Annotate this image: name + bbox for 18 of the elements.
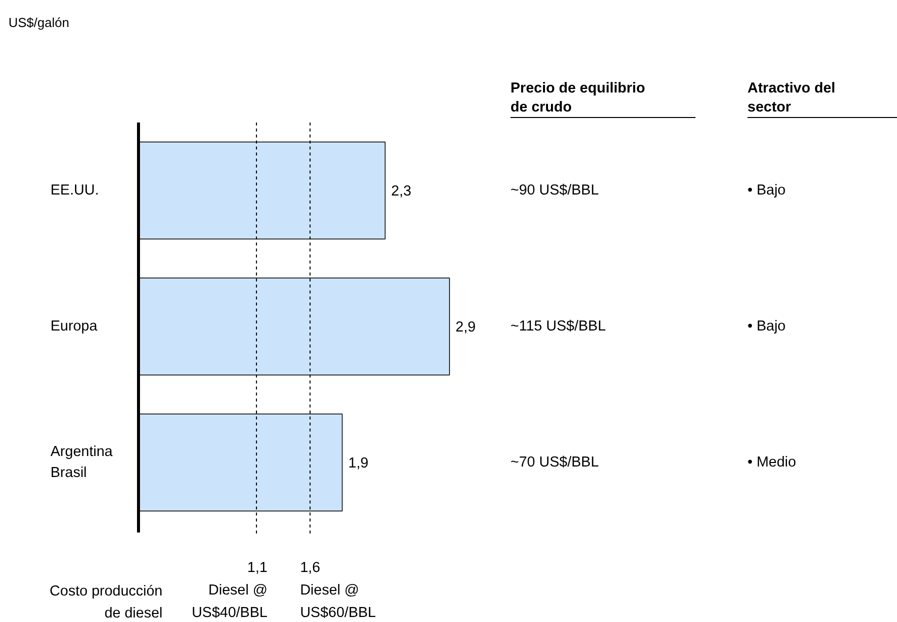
data-label: 2,3: [391, 184, 412, 200]
y-tick-label: Argentina Brasil: [50, 444, 114, 481]
ref-line-label: 1,1 Diesel @ US$40/BBL: [192, 560, 268, 621]
y-tick-label: EE.UU.: [50, 182, 99, 198]
text: • Bajo: [748, 182, 786, 198]
data-label: 1,9: [348, 456, 368, 472]
y-tick-label: Europa: [50, 318, 98, 334]
text: Precio de equilibrio de crudo: [510, 80, 646, 116]
data-label: 2,9: [456, 320, 476, 336]
text: ~115 US$/BBL: [510, 318, 606, 334]
text: Atractivo del sector: [748, 80, 836, 116]
text: US$/galón: [8, 15, 70, 30]
text: • Medio: [748, 454, 796, 470]
text: ~70 US$/BBL: [510, 454, 599, 470]
text: Costo producción de diesel: [50, 583, 163, 622]
text: • Bajo: [748, 318, 786, 334]
ref-line-label: 1,6 Diesel @ US$60/BBL: [300, 560, 376, 621]
text: ~90 US$/BBL: [510, 182, 599, 198]
